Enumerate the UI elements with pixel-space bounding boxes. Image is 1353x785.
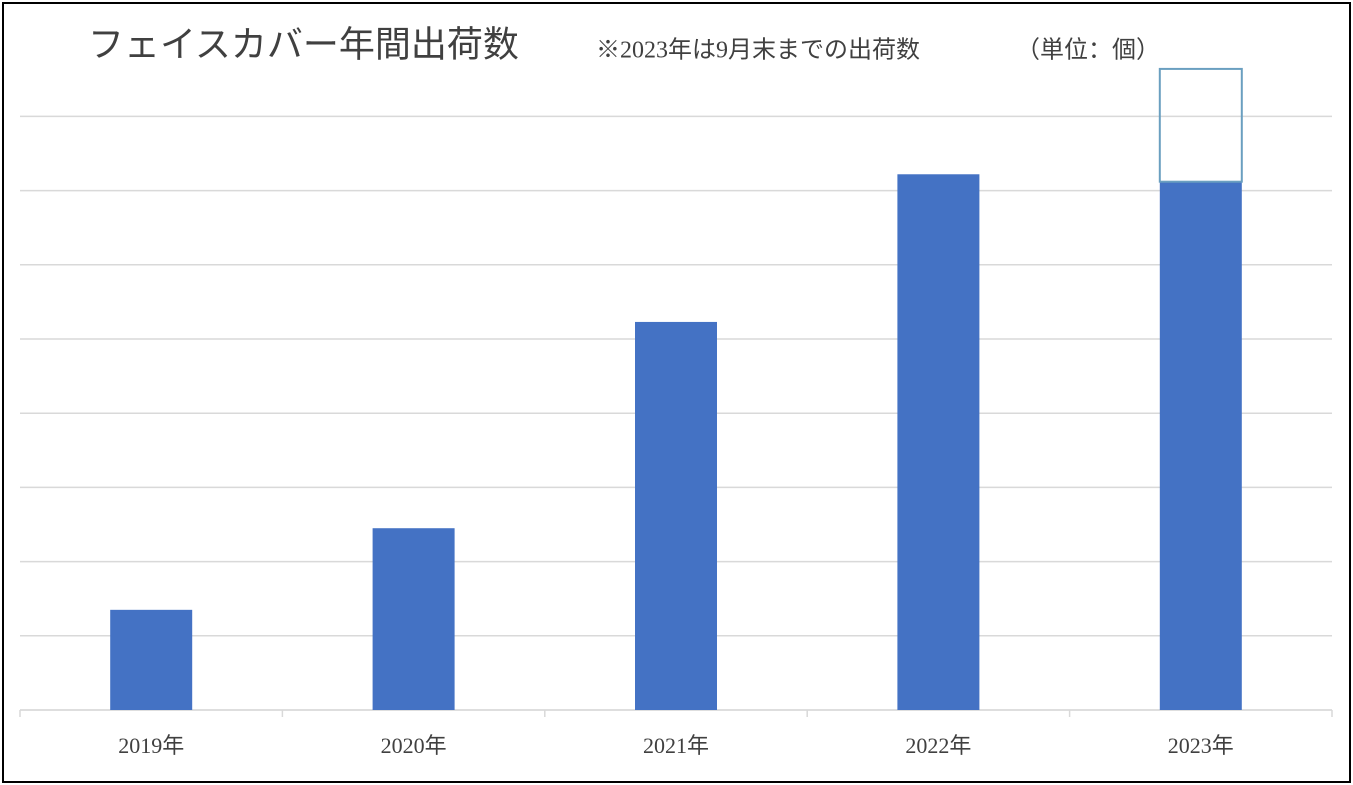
x-tick-label: 2020年 [381,733,447,758]
unit-note: （単位：個） [1016,37,1160,64]
x-tick-label: 2019年 [118,733,184,758]
chart-subtitle: ※2023年は9月末までの出荷数 [596,37,920,64]
bar [897,174,980,710]
bar [372,528,455,710]
chart-title: フェイスカバー年間出荷数 [88,24,519,64]
bar [1159,181,1242,711]
x-tick-label: 2023年 [1168,733,1234,758]
bar [110,609,193,710]
bar [1158,67,1243,183]
x-tick-label: 2021年 [643,733,709,758]
bar [635,321,717,710]
x-tick-label: 2022年 [905,733,971,758]
